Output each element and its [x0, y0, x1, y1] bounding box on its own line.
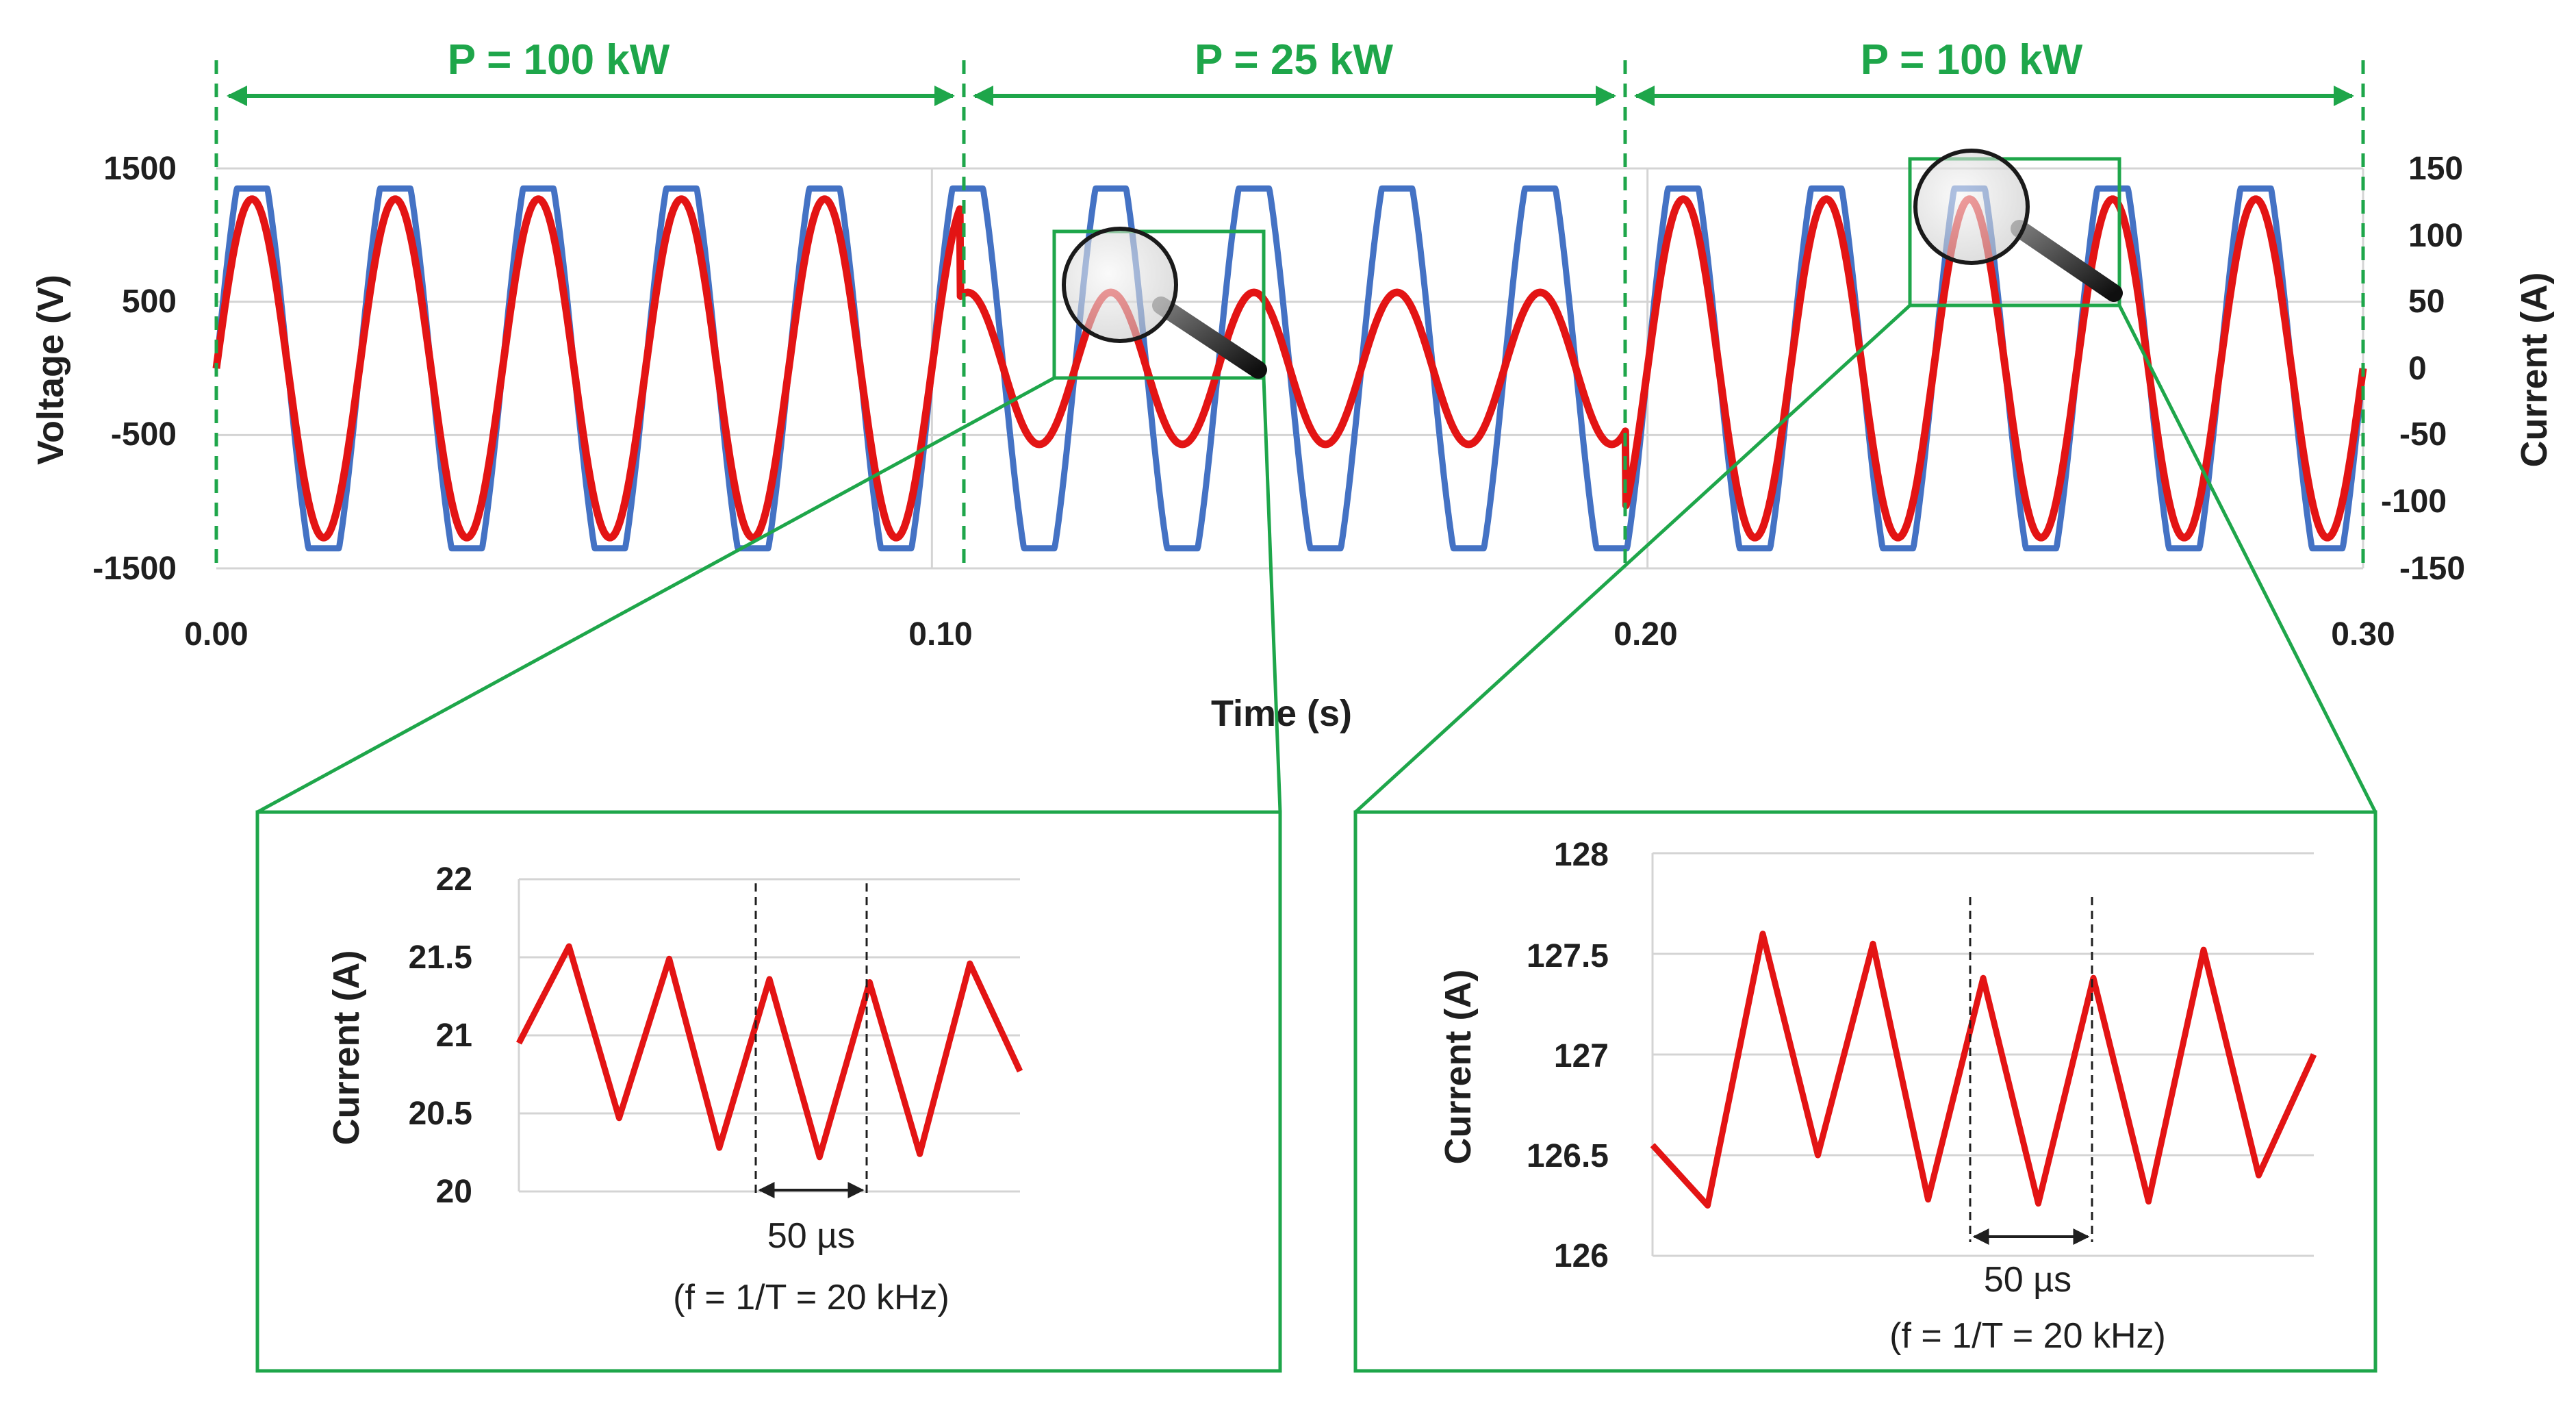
y-right-axis-title: Current (A)	[2514, 273, 2555, 468]
x-tick: 0.00	[184, 616, 248, 653]
inset-y-tick: 21	[436, 1018, 472, 1054]
inset-y-tick: 127	[1554, 1038, 1609, 1074]
frequency-label: (f = 1/T = 20 kHz)	[673, 1278, 949, 1317]
x-tick: 0.20	[1614, 616, 1677, 653]
inset-25kw: 50 µs (f = 1/T = 20 kHz) 22 21.5 21 20.5…	[255, 810, 1282, 1373]
y-left-tick: 1500	[103, 151, 177, 187]
inset-y-axis-title: Current (A)	[326, 950, 367, 1146]
frequency-label: (f = 1/T = 20 kHz)	[1889, 1316, 2166, 1356]
inset-y-tick: 127.5	[1527, 938, 1609, 974]
y-left-tick: 500	[122, 283, 177, 320]
segment-label-2: P = 25 kW	[1195, 36, 1394, 84]
y-right-tick: 100	[2408, 218, 2463, 254]
magnifier-icon	[1913, 149, 2123, 302]
zoom-indicators	[256, 157, 2377, 814]
y-left-tick: -500	[111, 416, 177, 453]
inset-y-tick: 20.5	[409, 1096, 472, 1132]
period-label: 50 µs	[1984, 1260, 2071, 1300]
magnifier-icon	[1062, 227, 1267, 379]
y-right-tick: 50	[2408, 283, 2445, 320]
y-right-tick: 150	[2408, 151, 2463, 187]
x-axis-title: Time (s)	[1211, 693, 1352, 734]
main-chart: P = 100 kW P = 25 kW P = 100 kW 1500 500…	[30, 36, 2555, 734]
leader-line	[1354, 304, 1911, 813]
zoom-region-25kw	[1052, 229, 1266, 380]
segment-boundaries	[214, 60, 2365, 572]
period-markers	[1969, 897, 2093, 1242]
y-right-tick: 0	[2408, 351, 2427, 387]
segment-label-1: P = 100 kW	[448, 36, 670, 84]
inset-y-axis-title: Current (A)	[1438, 970, 1479, 1165]
y-left-axis-title: Voltage (V)	[30, 275, 71, 465]
zoom-region-100kw	[1908, 157, 2121, 307]
current-line	[1650, 931, 2317, 1209]
leader-line	[1262, 377, 1282, 813]
y-left-tick: -1500	[92, 551, 177, 587]
inset-100kw: 50 µs (f = 1/T = 20 kHz) 128 127.5 127 1…	[1353, 810, 2377, 1373]
period-markers	[754, 883, 868, 1194]
period-label: 50 µs	[767, 1216, 855, 1256]
leader-line	[2117, 304, 2377, 813]
x-tick: 0.10	[908, 616, 972, 653]
inset-y-tick: 126.5	[1527, 1138, 1609, 1174]
inset-current-series	[1650, 931, 2317, 1209]
inset-y-tick: 22	[436, 861, 472, 898]
y-right-tick: -50	[2399, 416, 2447, 453]
segment-label-3: P = 100 kW	[1861, 36, 2083, 84]
current-line	[516, 943, 1023, 1161]
current-line	[212, 195, 2367, 542]
inset-frame	[1353, 810, 2377, 1373]
inset-y-tick: 128	[1554, 837, 1609, 873]
inset-y-tick: 126	[1554, 1238, 1609, 1274]
inset-y-tick: 21.5	[409, 939, 472, 976]
y-right-tick: -100	[2381, 483, 2447, 520]
leader-line	[256, 376, 1056, 814]
current-series	[212, 195, 2367, 542]
inset-current-series	[516, 943, 1023, 1161]
y-right-tick: -150	[2399, 551, 2465, 587]
inset-y-tick: 20	[436, 1174, 472, 1210]
inset-frame	[255, 810, 1282, 1373]
x-tick: 0.30	[2331, 616, 2395, 653]
